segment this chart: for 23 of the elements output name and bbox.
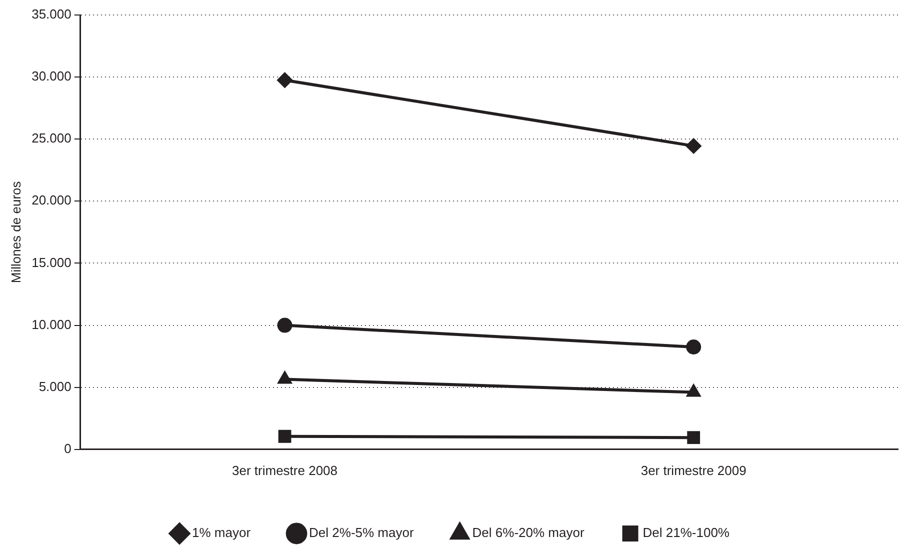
y-tick-label: 5.000	[38, 378, 72, 394]
point	[277, 318, 292, 333]
legend-label: 1% mayor	[192, 525, 252, 540]
point	[687, 431, 700, 444]
y-tick-label: 25.000	[32, 130, 72, 146]
x-tick-label: 3er trimestre 2008	[232, 462, 338, 478]
point	[686, 340, 702, 355]
y-tick-label: 15.000	[32, 254, 72, 270]
y-tick-label: 35.000	[32, 6, 72, 22]
point	[686, 138, 702, 154]
point	[686, 384, 700, 397]
y-axis-title: Millones de euros	[8, 180, 24, 284]
point	[278, 372, 292, 384]
legend-label: Del 2%-5% mayor	[309, 525, 414, 540]
y-tick-label: 10.000	[32, 316, 72, 332]
legend-label: Del 21%-100%	[642, 525, 730, 540]
y-tick-label: 0	[64, 440, 72, 456]
y-tick-label: 20.000	[32, 192, 72, 208]
y-tick-label: 30.000	[32, 68, 72, 84]
x-tick-label: 3er trimestre 2009	[640, 462, 746, 478]
legend-label: Del 6%-20% mayor	[472, 525, 585, 540]
point	[277, 72, 292, 88]
point	[278, 430, 292, 443]
